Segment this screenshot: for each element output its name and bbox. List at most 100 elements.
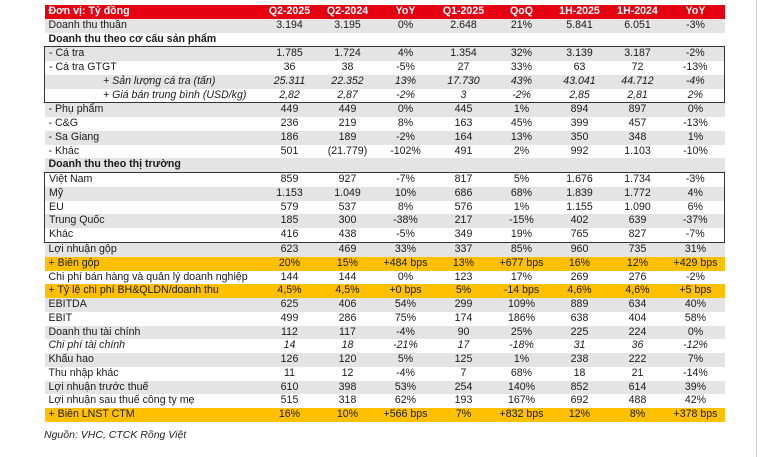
cell-value: 8%: [608, 408, 667, 422]
cell-value: 225: [550, 325, 609, 340]
cell-value: 4,6%: [550, 284, 609, 299]
table-row: Chi phí bán hàng và quản lý doanh nghiệp…: [45, 271, 725, 285]
cell-value: 299: [434, 298, 493, 312]
cell-value: 852: [550, 380, 609, 395]
cell-value: 438: [318, 228, 377, 244]
cell-value: [492, 158, 551, 173]
row-label: Khấu hao: [44, 353, 261, 367]
cell-value: [493, 33, 551, 47]
cell-value: [318, 158, 377, 173]
row-label: EBIT: [48, 311, 73, 324]
cell-value: 10%: [318, 408, 377, 422]
cell-value: 276: [628, 270, 647, 283]
cell-value: [435, 33, 493, 47]
cell-value: 614: [608, 380, 667, 395]
cell-value: [376, 158, 435, 173]
cell-value: [434, 158, 493, 173]
cell-value: -2%: [376, 130, 435, 145]
cell-value: 219: [338, 117, 357, 130]
cell-value: 17.730: [434, 74, 493, 89]
cell-value: 224: [608, 325, 667, 340]
cell-value: -38%: [376, 214, 435, 229]
cell-value: -10%: [683, 144, 708, 157]
cell-value: 491: [454, 144, 473, 157]
cell-value: -4%: [666, 74, 725, 89]
cell-value: 125: [434, 353, 493, 367]
cell-value: 404: [628, 311, 647, 324]
cell-value: 4%: [376, 46, 435, 62]
cell-value: -15%: [492, 214, 551, 229]
cell-value: +0 bps: [376, 284, 435, 299]
cell-value: 117: [318, 325, 377, 340]
row-label: - Sa Giang: [44, 130, 261, 145]
cell-value: -2%: [492, 88, 551, 104]
cell-value: 3.195: [318, 18, 377, 33]
cell-value: 625: [260, 298, 319, 312]
table-row: Thu nhập khác 11 12 -4% 7 68% 18 21 -14%: [45, 367, 725, 381]
row-label: Lợi nhuận trước thuế: [44, 380, 261, 395]
cell-value: 610: [260, 380, 319, 395]
cell-value: 68%: [492, 186, 551, 201]
cell-value: 4%: [666, 186, 725, 201]
cell-value: 399: [570, 117, 589, 130]
cell-value: 123: [454, 270, 473, 283]
cell-value: 894: [550, 102, 609, 118]
row-label: Khác: [44, 228, 261, 244]
cell-value: -14 bps: [492, 284, 551, 299]
cell-value: 286: [338, 311, 357, 324]
table-row: Khác 416 438 -5% 349 19% 765 827 -7%: [44, 228, 725, 244]
cell-value: 1.676: [550, 172, 609, 187]
cell-value: 5%: [434, 284, 493, 299]
cell-value: 1.049: [318, 186, 377, 201]
table-row: - Khác 501 (21.779) -102% 491 2% 992 1.103 -10%: [45, 145, 725, 159]
header-unit-label: Đơn vị: Tỷ đồng: [44, 5, 261, 19]
cell-value: 6%: [666, 200, 725, 215]
table-row: - Sa Giang 186 189 -2% 164 13% 350 348 1%: [44, 130, 725, 145]
cell-value: 238: [550, 353, 609, 367]
cell-value: 2,87: [318, 88, 377, 104]
cell-value: -3%: [666, 172, 725, 187]
cell-value: 7%: [434, 408, 493, 422]
cell-value: 1.839: [550, 186, 609, 201]
cell-value: 2,85: [550, 88, 609, 104]
cell-value: 31%: [666, 242, 725, 257]
table-row: - Cá tra GTGT 36 38 -5% 27 33% 63 72 -13%: [44, 61, 725, 75]
cell-value: 174: [454, 311, 473, 324]
cell-value: +832 bps: [492, 408, 551, 422]
cell-value: 416: [260, 228, 319, 244]
table-row: Lợi nhuận trước thuế 610 398 53% 254 140% 852 6…: [44, 380, 725, 395]
cell-value: -18%: [509, 339, 534, 352]
cell-value: 12%: [550, 408, 609, 422]
table-header-row: Đơn vị: Tỷ đồng Q2-2025 Q2-2024 YoY Q1-2025 Q…: [44, 5, 725, 19]
cell-value: 337: [434, 242, 493, 257]
cell-value: 11: [284, 366, 295, 379]
cell-value: 765: [550, 228, 609, 244]
row-label: - Cá tra GTGT: [44, 61, 261, 75]
cell-value: 827: [608, 228, 667, 244]
cell-value: 22.352: [318, 74, 377, 89]
cell-value: 18: [573, 366, 586, 379]
cell-value: 7%: [666, 353, 725, 367]
cell-value: 1%: [666, 130, 725, 145]
cell-value: -37%: [666, 214, 725, 229]
cell-value: 735: [608, 242, 667, 257]
cell-value: 72: [631, 61, 644, 74]
cell-value: 189: [318, 130, 377, 145]
row-label: Doanh thu thuần: [44, 18, 261, 33]
cell-value: 2,81: [608, 88, 667, 104]
cell-value: 0%: [666, 325, 725, 340]
cell-value: 4,5%: [260, 284, 319, 299]
cell-value: 217: [434, 214, 493, 229]
column-header: YoY: [666, 5, 725, 19]
column-header: 1H-2025: [550, 5, 609, 19]
cell-value: 501: [280, 144, 299, 157]
cell-value: 20%: [260, 256, 319, 271]
section-header-row: Doanh thu theo thị trường: [44, 158, 725, 173]
cell-value: 58%: [684, 311, 707, 324]
cell-value: 193: [454, 394, 473, 407]
cell-value: 897: [608, 102, 667, 118]
table-row: Việt Nam 859 927 -7% 817 5% 1.676 1.734 -3%: [44, 172, 725, 187]
cell-value: [551, 33, 609, 47]
cell-value: 402: [550, 214, 609, 229]
cell-value: 53%: [376, 380, 435, 395]
